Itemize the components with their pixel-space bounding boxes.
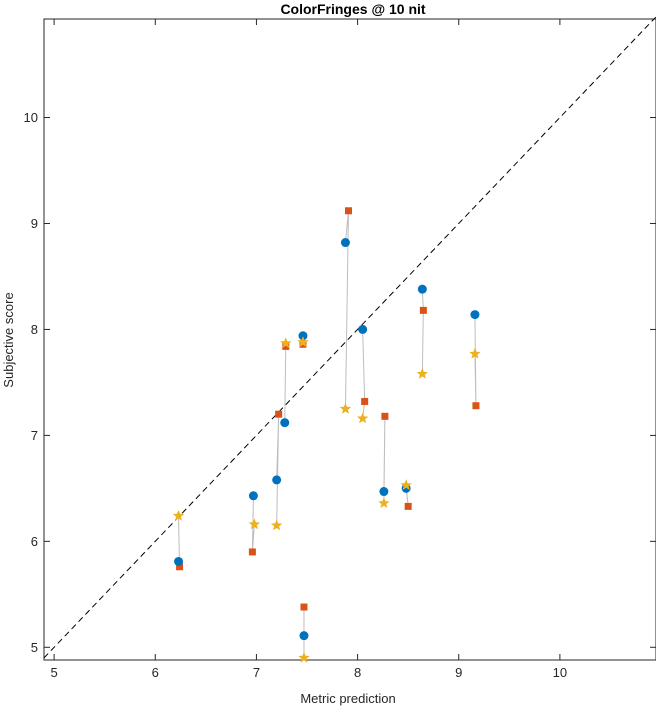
square-marker (275, 410, 283, 418)
x-tick-label: 10 (553, 665, 567, 680)
circle-marker (417, 284, 427, 294)
y-tick-label: 5 (31, 640, 38, 655)
circle-marker (174, 556, 184, 566)
square-marker (419, 306, 427, 314)
circle-marker (272, 475, 282, 485)
square-marker (282, 342, 290, 350)
star-marker (378, 497, 390, 509)
star-marker (400, 479, 412, 491)
circle-marker (298, 331, 308, 341)
circle-marker (358, 324, 368, 334)
star-marker (248, 518, 261, 530)
star-marker (416, 367, 429, 379)
square-marker (344, 207, 352, 215)
star-marker (298, 651, 310, 663)
connector-line (474, 314, 477, 406)
star-marker (172, 509, 185, 521)
circle-marker (340, 238, 350, 248)
square-marker (176, 563, 184, 571)
star-marker (297, 336, 309, 347)
circle-marker (280, 418, 290, 428)
star-marker (469, 347, 481, 359)
square-marker (472, 402, 480, 410)
connector-line (362, 329, 366, 419)
y-tick-label: 8 (31, 322, 38, 337)
square-marker (300, 603, 308, 611)
star-marker (270, 519, 283, 531)
star-marker (280, 337, 292, 349)
x-tick-label: 6 (152, 665, 159, 680)
y-axis-label: Subjective score (1, 292, 16, 387)
star-marker (356, 412, 369, 424)
x-tick-label: 9 (455, 665, 462, 680)
circle-marker (248, 491, 258, 501)
reference-diagonal-line (43, 16, 656, 659)
y-tick-label: 10 (24, 110, 38, 125)
square-marker (248, 548, 256, 556)
circle-marker (470, 310, 480, 320)
x-tick-label: 7 (253, 665, 260, 680)
connector-line (284, 343, 287, 423)
x-axis-label: Metric prediction (300, 691, 395, 706)
square-marker (361, 397, 369, 405)
x-tick-label: 8 (354, 665, 361, 680)
plot-frame (43, 18, 656, 661)
square-marker (404, 502, 412, 510)
circle-marker (379, 487, 389, 497)
connector-line (276, 414, 280, 526)
y-tick-label: 6 (31, 534, 38, 549)
connector-line (421, 289, 424, 374)
chart-title: ColorFringes @ 10 nit (280, 1, 425, 17)
y-tick-label: 7 (31, 428, 38, 443)
star-marker (339, 402, 352, 414)
y-tick-label: 9 (31, 216, 38, 231)
x-tick-label: 5 (50, 665, 57, 680)
circle-marker (299, 631, 309, 641)
square-marker (381, 412, 389, 420)
